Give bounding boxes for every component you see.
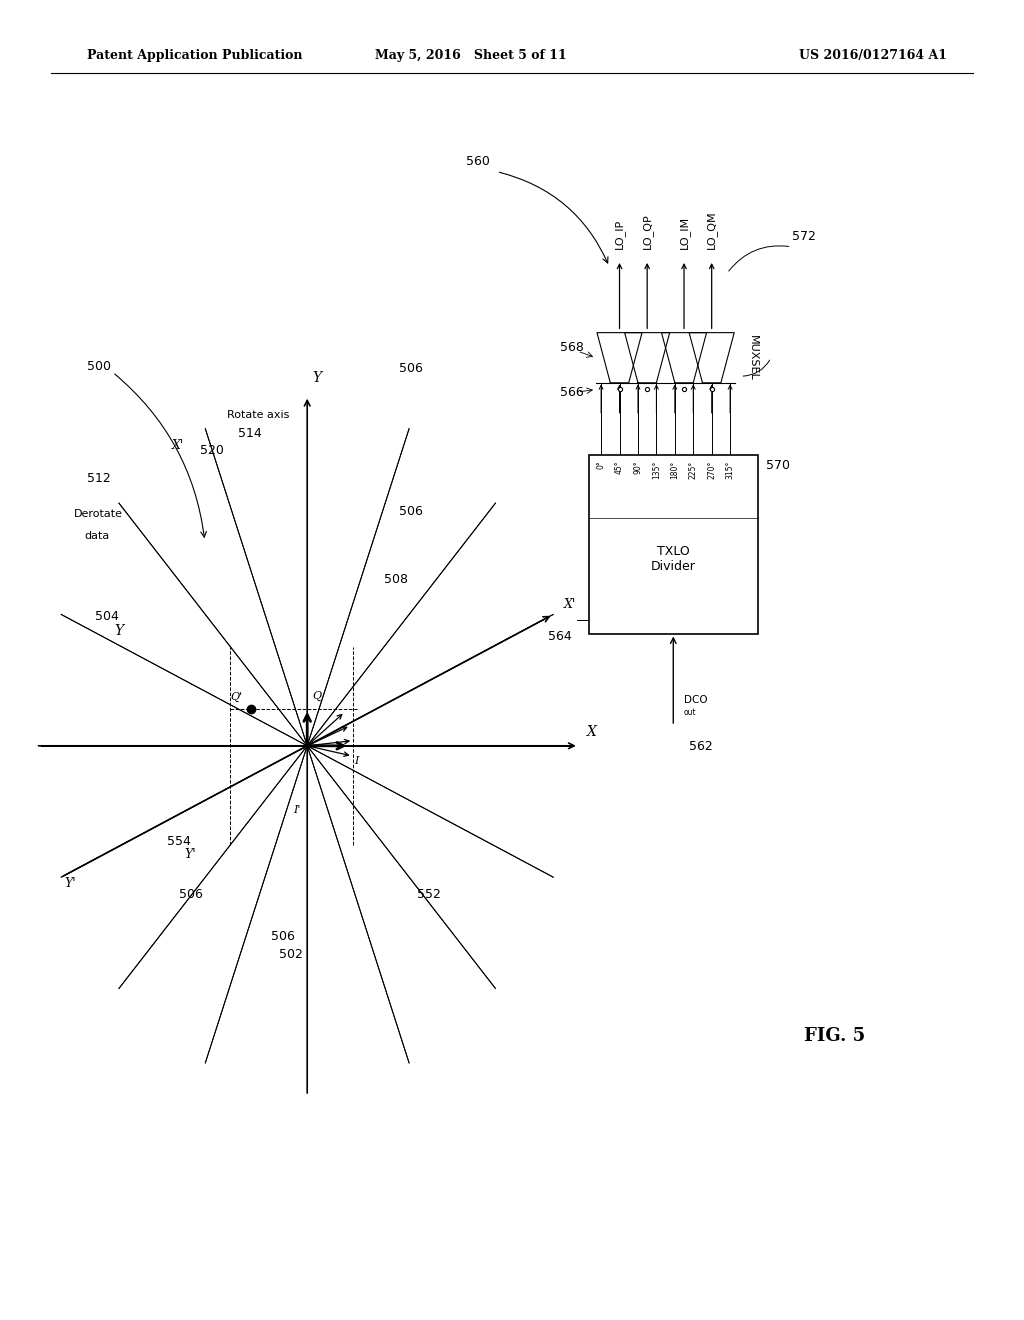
Text: LO_QM: LO_QM — [707, 211, 717, 249]
Text: Q: Q — [312, 690, 322, 701]
Text: Y': Y' — [63, 878, 76, 890]
Text: data: data — [84, 531, 110, 541]
Text: 572: 572 — [792, 230, 815, 243]
Text: 506: 506 — [399, 362, 423, 375]
Text: Patent Application Publication: Patent Application Publication — [87, 49, 302, 62]
Text: 554: 554 — [167, 834, 190, 847]
Text: 564: 564 — [548, 630, 571, 643]
Text: 225°: 225° — [689, 461, 697, 479]
Text: 520: 520 — [200, 444, 223, 457]
Text: I': I' — [293, 805, 301, 816]
Text: 506: 506 — [399, 504, 423, 517]
Text: 270°: 270° — [708, 461, 716, 479]
Text: Y: Y — [312, 371, 322, 385]
Text: TXLO
Divider: TXLO Divider — [651, 545, 695, 573]
Text: Y: Y — [115, 624, 124, 638]
Text: US 2016/0127164 A1: US 2016/0127164 A1 — [799, 49, 947, 62]
Text: 502: 502 — [279, 948, 302, 961]
Text: 45°: 45° — [615, 461, 624, 474]
Text: LO_IM: LO_IM — [679, 216, 689, 249]
Text: May 5, 2016   Sheet 5 of 11: May 5, 2016 Sheet 5 of 11 — [375, 49, 567, 62]
Text: I: I — [354, 756, 359, 767]
Text: 500: 500 — [87, 359, 111, 372]
Text: Y': Y' — [184, 847, 196, 861]
Text: MUXSEL: MUXSEL — [748, 335, 758, 380]
Text: X': X' — [172, 438, 184, 451]
Text: LO_IP: LO_IP — [614, 219, 625, 249]
Text: 90°: 90° — [634, 461, 642, 474]
Text: 568: 568 — [560, 341, 584, 354]
Text: 566: 566 — [560, 385, 584, 399]
Text: Derotate: Derotate — [74, 510, 123, 520]
Text: 512: 512 — [87, 471, 111, 484]
Text: 504: 504 — [95, 610, 119, 623]
Text: X': X' — [563, 598, 575, 611]
Text: 560: 560 — [466, 154, 489, 168]
Text: out: out — [684, 709, 696, 717]
Text: 315°: 315° — [726, 461, 734, 479]
Text: LO_QP: LO_QP — [642, 214, 652, 249]
Text: 180°: 180° — [671, 461, 679, 479]
Bar — [589, 455, 758, 634]
Text: FIG. 5: FIG. 5 — [804, 1027, 865, 1045]
Text: 552: 552 — [417, 887, 440, 900]
Text: 506: 506 — [271, 929, 295, 942]
Text: X: X — [587, 725, 597, 739]
Text: 514: 514 — [238, 426, 261, 440]
Text: 135°: 135° — [652, 461, 660, 479]
Text: 508: 508 — [384, 573, 408, 586]
Text: 570: 570 — [766, 458, 790, 471]
Text: DCO: DCO — [684, 694, 708, 705]
Text: 562: 562 — [688, 739, 713, 752]
Text: Q': Q' — [230, 692, 243, 702]
Text: 506: 506 — [179, 887, 203, 900]
Text: 0°: 0° — [597, 461, 605, 470]
Text: Rotate axis: Rotate axis — [227, 411, 290, 421]
